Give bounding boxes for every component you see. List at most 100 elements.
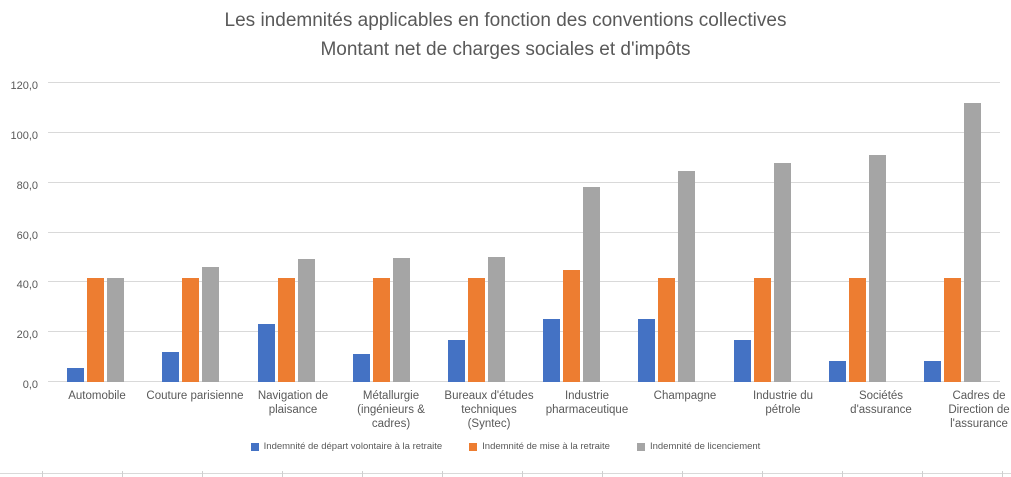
legend-item[interactable]: Indemnité de mise à la retraite: [469, 441, 610, 452]
gridline: [48, 281, 1000, 283]
x-category-label: Bureaux d'études techniques (Syntec): [444, 390, 534, 430]
y-tick-label: 0,0: [22, 379, 38, 391]
bar-group: [905, 83, 1000, 382]
bar[interactable]: [678, 171, 696, 382]
gridline: [48, 181, 1000, 183]
legend-label: Indemnité de licenciement: [649, 441, 761, 452]
chart-title-line1: Les indemnités applicables en fonction d…: [224, 10, 787, 31]
x-category-label: Industrie pharmaceutique: [545, 390, 629, 416]
bar-group: [714, 83, 809, 382]
chart-title[interactable]: Les indemnités applicables en fonction d…: [0, 6, 1011, 64]
column-border-tick: [122, 471, 123, 477]
y-tick-label: 80,0: [16, 179, 38, 192]
legend[interactable]: Indemnité de départ volontaire à la retr…: [0, 441, 1011, 452]
chart-title-line2: Montant net de charges sociales et d'imp…: [320, 39, 691, 60]
bar[interactable]: [638, 318, 656, 382]
x-category-label: Couture parisienne: [146, 390, 244, 402]
legend-swatch-icon: [636, 442, 645, 451]
x-slot: Bureaux d'études techniques (Syntec): [440, 389, 538, 431]
gridline: [48, 131, 1000, 133]
x-category-label: Métallurgie (ingénieurs & cadres): [357, 390, 425, 430]
y-tick-label: 40,0: [16, 279, 38, 292]
bar[interactable]: [372, 278, 390, 382]
y-axis[interactable]: 0,0 20,0 40,0 60,0 80,0 100,0 120,0: [0, 80, 42, 391]
bar[interactable]: [923, 361, 941, 382]
gridline: [48, 331, 1000, 333]
bar[interactable]: [297, 259, 315, 382]
x-axis[interactable]: Automobile Couture parisienne Navigation d…: [48, 389, 1009, 431]
bar[interactable]: [67, 368, 85, 382]
bar[interactable]: [87, 278, 105, 382]
gridline: [48, 381, 1000, 382]
spreadsheet-row-border: [0, 473, 1011, 474]
bar-group: [810, 83, 905, 382]
column-border-tick: [602, 471, 603, 477]
bar[interactable]: [868, 154, 886, 382]
column-border-tick: [362, 471, 363, 477]
x-slot: Champagne: [636, 389, 734, 431]
bar[interactable]: [828, 361, 846, 382]
bar[interactable]: [202, 267, 220, 382]
x-category-label: Industrie du pétrole: [752, 390, 814, 416]
bar[interactable]: [733, 340, 751, 382]
x-slot: Automobile: [48, 389, 146, 431]
column-border-tick: [522, 471, 523, 477]
bar[interactable]: [467, 278, 485, 382]
gridline: [48, 231, 1000, 233]
x-category-label: Champagne: [653, 390, 717, 402]
column-border-tick: [202, 471, 203, 477]
plot-area: [48, 82, 1000, 382]
x-slot: Métallurgie (ingénieurs & cadres): [342, 389, 440, 431]
x-slot: Cadres de Direction de l'assurance: [930, 389, 1011, 431]
bar-groups: [48, 83, 1000, 382]
column-border-tick: [1002, 471, 1003, 477]
x-slot: Industrie du pétrole: [734, 389, 832, 431]
column-border-tick: [922, 471, 923, 477]
x-category-label: Sociétés d'assurance: [850, 390, 912, 416]
legend-item[interactable]: Indemnité de licenciement: [636, 441, 761, 452]
bar[interactable]: [257, 323, 275, 382]
bar[interactable]: [943, 278, 961, 382]
y-tick-label: 60,0: [16, 229, 38, 242]
x-slot: Industrie pharmaceutique: [538, 389, 636, 431]
column-border-tick: [42, 471, 43, 477]
x-category-label: Cadres de Direction de l'assurance: [948, 390, 1010, 430]
column-border-tick: [842, 471, 843, 477]
x-category-label: Automobile: [68, 390, 126, 402]
x-slot: Couture parisienne: [146, 389, 244, 431]
bar[interactable]: [447, 340, 465, 382]
bar[interactable]: [487, 256, 505, 382]
bar[interactable]: [753, 278, 771, 382]
bar[interactable]: [392, 257, 410, 382]
bar-group: [619, 83, 714, 382]
bar[interactable]: [563, 269, 581, 382]
y-tick-label: 120,0: [10, 80, 38, 92]
column-border-tick: [762, 471, 763, 477]
bar-group: [238, 83, 333, 382]
column-border-tick: [682, 471, 683, 477]
column-border-tick: [442, 471, 443, 477]
bar-group: [143, 83, 238, 382]
bar[interactable]: [352, 353, 370, 382]
x-slot: Sociétés d'assurance: [832, 389, 930, 431]
bar[interactable]: [107, 278, 125, 382]
bar[interactable]: [182, 278, 200, 382]
bar[interactable]: [848, 278, 866, 382]
y-tick-label: 20,0: [16, 329, 38, 342]
bar[interactable]: [277, 278, 295, 382]
bar[interactable]: [773, 163, 791, 382]
bar[interactable]: [963, 102, 981, 382]
x-slot: Navigation de plaisance: [244, 389, 342, 431]
column-border-tick: [282, 471, 283, 477]
bar[interactable]: [543, 318, 561, 382]
bar-group: [524, 83, 619, 382]
legend-label: Indemnité de mise à la retraite: [482, 441, 610, 452]
bar[interactable]: [583, 187, 601, 382]
x-category-label: Navigation de plaisance: [257, 390, 329, 416]
bar-group: [429, 83, 524, 382]
bar[interactable]: [658, 278, 676, 382]
bar-group: [48, 83, 143, 382]
gridline: [48, 82, 1000, 83]
legend-item[interactable]: Indemnité de départ volontaire à la retr…: [250, 441, 442, 452]
bar[interactable]: [162, 352, 180, 382]
